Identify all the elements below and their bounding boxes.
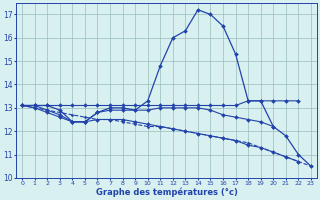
X-axis label: Graphe des températures (°c): Graphe des températures (°c)	[96, 188, 237, 197]
